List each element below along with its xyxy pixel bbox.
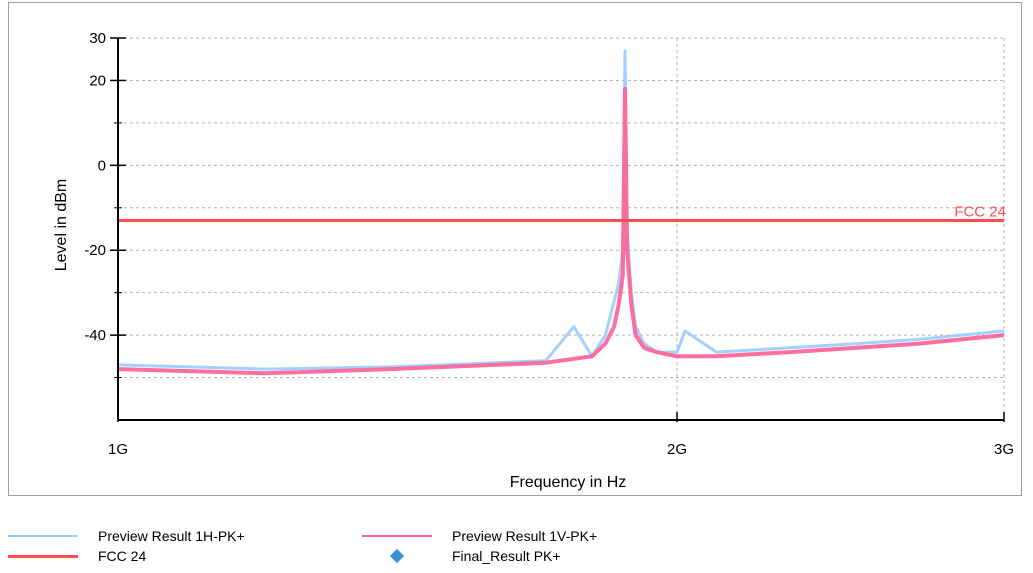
- legend-swatch: [8, 554, 78, 558]
- legend-label: Final_Result PK+: [452, 548, 561, 564]
- legend-item-fcc24: FCC 24: [8, 548, 146, 564]
- legend-label: FCC 24: [98, 548, 147, 564]
- series-line-1v: [117, 86, 1005, 376]
- legend-item-final-result: Final_Result PK+: [362, 548, 561, 564]
- legend-label: Preview Result 1V-PK+: [452, 528, 598, 544]
- y-tick-label: 30: [89, 30, 106, 47]
- y-tick-label: -40: [84, 327, 106, 344]
- grid-layer: [118, 37, 1005, 420]
- x-axis-title: Frequency in Hz: [510, 474, 627, 491]
- y-tick-label: 0: [98, 157, 106, 174]
- legend-swatch: [362, 535, 432, 537]
- legend: Preview Result 1H-PK+ Preview Result 1V-…: [0, 520, 1033, 573]
- series-line-1h: [117, 49, 1005, 371]
- chart-frame: [8, 2, 1022, 496]
- y-tick-label: 20: [89, 72, 106, 89]
- x-tick-label: 2G: [667, 441, 687, 458]
- legend-swatch: [362, 548, 432, 564]
- legend-item-1v: Preview Result 1V-PK+: [362, 528, 597, 544]
- axes-layer: 30 20 0 -20 -40 1G 2G 3G: [84, 30, 1014, 458]
- chart-plot: FCC 24 30 20 0 -20 -40 1G 2G 3G Frequency in Hz…: [53, 30, 1014, 491]
- legend-label: Preview Result 1H-PK+: [98, 528, 245, 544]
- limit-label: FCC 24: [954, 204, 1006, 221]
- y-axis-title: Level in dBm: [53, 179, 70, 272]
- x-tick-label: 3G: [994, 441, 1014, 458]
- legend-swatch: [8, 535, 78, 537]
- x-tick-label: 1G: [108, 441, 128, 458]
- series-layer: FCC 24: [117, 49, 1006, 376]
- diamond-marker-icon: [389, 548, 405, 564]
- y-tick-label: -20: [84, 242, 106, 259]
- legend-item-1h: Preview Result 1H-PK+: [8, 528, 245, 544]
